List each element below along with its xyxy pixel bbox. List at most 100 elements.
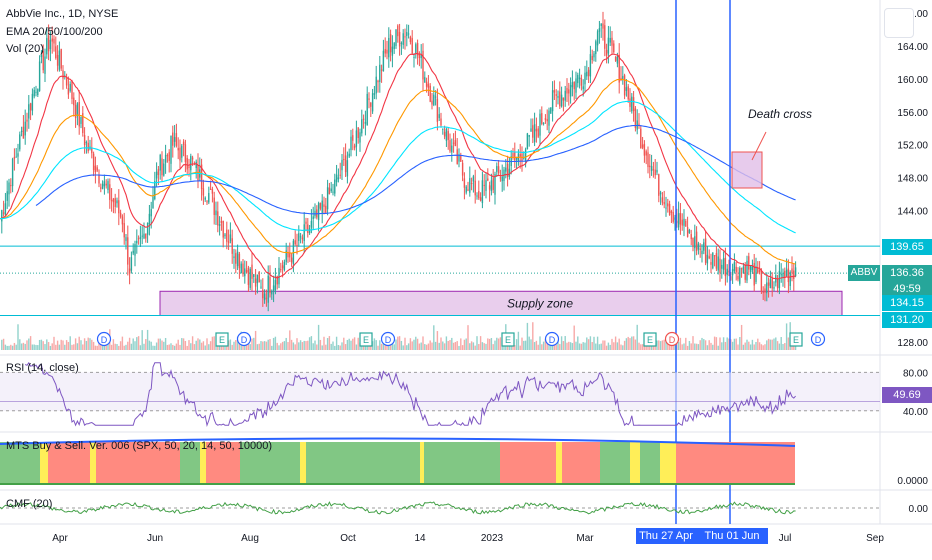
- volume-bar: [350, 340, 352, 350]
- volume-bar: [145, 339, 147, 350]
- dividend-event-label: D: [241, 335, 248, 345]
- volume-bar: [296, 338, 298, 350]
- volume-bar: [20, 343, 23, 350]
- candle-body: [526, 133, 529, 150]
- candle-body: [546, 119, 548, 122]
- volume-bar: [589, 336, 592, 350]
- volume-bar: [245, 345, 248, 350]
- candle-body: [728, 270, 730, 273]
- candle-body: [382, 50, 385, 72]
- volume-bar: [458, 345, 460, 350]
- volume-bar: [64, 344, 66, 350]
- candle-body: [449, 140, 451, 152]
- volume-bar: [436, 331, 439, 350]
- candle-body: [154, 181, 156, 200]
- rsi-legend[interactable]: RSI (14, close): [6, 362, 79, 374]
- volume-bar: [235, 340, 237, 350]
- volume-bar: [92, 341, 95, 350]
- candle-body: [733, 262, 736, 272]
- volume-legend[interactable]: Vol (20): [6, 43, 44, 55]
- volume-bar: [454, 341, 457, 350]
- candle-body: [182, 141, 185, 145]
- candle-body: [65, 78, 68, 86]
- ema-legend[interactable]: EMA 20/50/100/200: [6, 26, 103, 38]
- volume-bar: [409, 338, 412, 350]
- candle-body: [164, 154, 167, 163]
- cmf-legend[interactable]: CMF (20): [6, 498, 53, 510]
- volume-bar: [317, 324, 320, 350]
- candle-body: [296, 244, 298, 246]
- chart-settings-button[interactable]: [884, 8, 914, 38]
- candle-body: [506, 163, 509, 177]
- volume-bar: [708, 340, 710, 350]
- candle-body: [605, 49, 608, 56]
- candle-body: [143, 233, 145, 239]
- candle-body: [256, 274, 259, 284]
- volume-bar: [267, 339, 269, 350]
- volume-bar: [748, 341, 750, 350]
- time-axis-label: Oct: [340, 533, 356, 544]
- volume-bar: [155, 342, 158, 350]
- candle-body: [96, 167, 98, 171]
- volume-bar: [569, 342, 572, 350]
- volume-bar: [184, 340, 187, 350]
- candle-body: [251, 264, 253, 279]
- volume-bar: [10, 344, 12, 350]
- volume-bar: [22, 342, 25, 350]
- candle-body: [652, 169, 655, 171]
- candle-body: [679, 212, 682, 225]
- supply-top-price-tag: 134.15: [882, 295, 932, 311]
- candle-body: [190, 155, 192, 171]
- volume-bar: [659, 341, 662, 350]
- volume-bar: [609, 344, 611, 350]
- candle-body: [523, 157, 525, 159]
- candle-body: [663, 202, 665, 205]
- candle-body: [407, 33, 410, 35]
- volume-bar: [148, 340, 151, 350]
- candle-body: [470, 183, 473, 185]
- candle-body: [634, 108, 637, 128]
- volume-bar: [596, 336, 599, 350]
- mts-legend[interactable]: MTS Buy & Sell. Ver. 006 (SPX, 50, 20, 1…: [6, 440, 272, 452]
- volume-bar: [15, 344, 17, 350]
- volume-bar: [393, 344, 395, 350]
- candle-body: [107, 181, 109, 191]
- candle-body: [83, 135, 86, 145]
- volume-bar: [265, 341, 268, 350]
- volume-bar: [467, 325, 469, 350]
- earnings-event-icon: [643, 332, 657, 347]
- candle-body: [74, 105, 77, 119]
- mts-line: [0, 437, 796, 447]
- candle-body: [123, 223, 125, 238]
- candle-body: [611, 37, 613, 46]
- candle-body: [227, 240, 230, 244]
- volume-bar: [33, 344, 35, 350]
- cmf-line: [0, 501, 796, 515]
- volume-bar: [575, 341, 577, 350]
- volume-bar: [656, 340, 658, 350]
- volume-bar: [476, 336, 478, 350]
- volume-bar: [44, 344, 46, 350]
- volume-bar: [535, 340, 538, 350]
- candle-body: [128, 268, 131, 274]
- candle-body: [355, 130, 358, 147]
- volume-bar: [751, 339, 754, 350]
- candle-body: [368, 98, 370, 100]
- candle-body: [454, 140, 457, 146]
- volume-bar: [206, 338, 208, 350]
- volume-bar: [787, 337, 790, 350]
- volume-bar: [62, 340, 64, 350]
- volume-bar: [352, 338, 354, 350]
- candle-body: [685, 220, 687, 227]
- volume-bar: [551, 343, 554, 350]
- volume-bar: [487, 338, 489, 350]
- candle-body: [139, 237, 142, 239]
- volume-bar: [298, 342, 300, 350]
- volume-bar: [541, 344, 543, 350]
- volume-bar: [605, 345, 608, 350]
- volume-bar: [427, 343, 430, 350]
- candle-body: [737, 275, 739, 280]
- candle-body: [740, 268, 743, 270]
- countdown-tag: 49:59: [882, 281, 932, 297]
